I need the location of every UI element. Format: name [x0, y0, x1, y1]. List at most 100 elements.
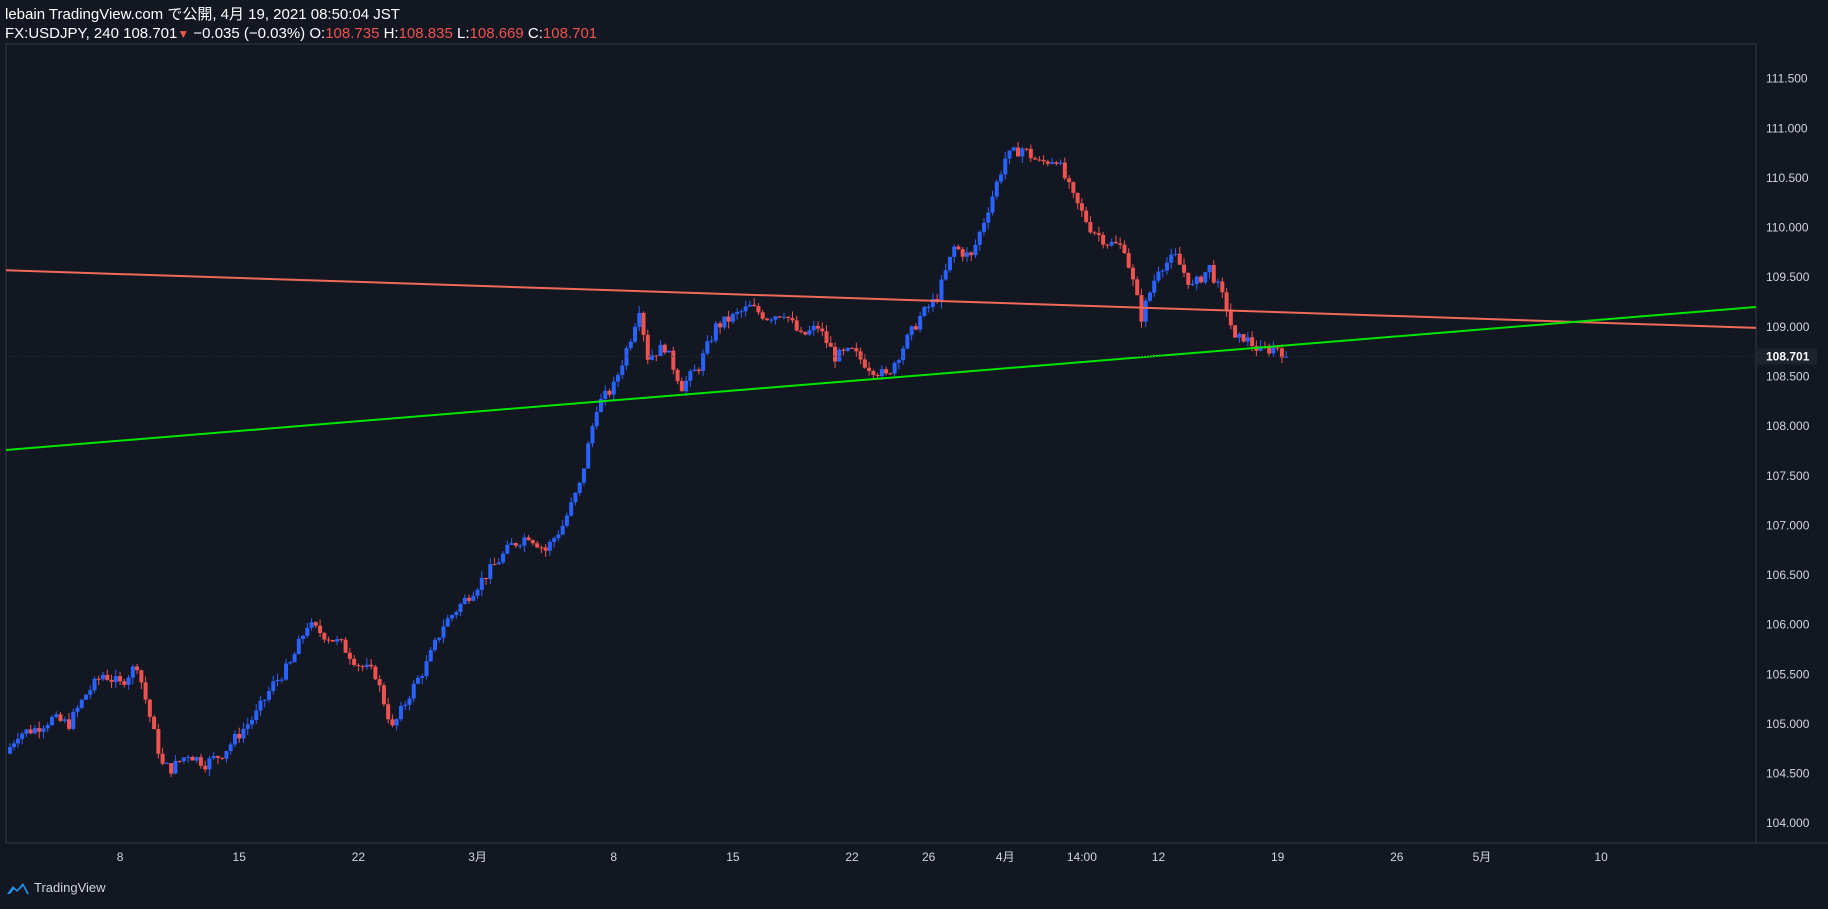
candle-body — [1113, 241, 1118, 244]
candle-body — [66, 719, 71, 729]
candle-body — [249, 719, 254, 725]
candle-body — [1058, 162, 1063, 164]
candle-body — [1071, 182, 1076, 193]
time-tick-label: 15 — [233, 850, 247, 864]
candle-body — [854, 348, 859, 352]
price-chart[interactable]: 111.500 111.000 110.500 110.000 109.500 109.0… — [0, 0, 1828, 880]
candle-body — [786, 316, 791, 319]
footer-brand[interactable]: TradingView — [6, 880, 106, 895]
candle-body — [267, 690, 272, 700]
candle-body — [947, 256, 952, 271]
time-tick-label: 8 — [610, 850, 617, 864]
support-trendline[interactable] — [5, 306, 1757, 451]
time-tick-label: 14:00 — [1067, 850, 1097, 864]
candle-body — [552, 538, 557, 542]
candle-body — [7, 747, 12, 754]
candle-body — [1279, 348, 1284, 358]
symbol-label[interactable]: FX:USDJPY, 240 — [5, 25, 119, 42]
candle-body — [594, 412, 599, 427]
candle-body — [1199, 276, 1204, 283]
candle-body — [296, 639, 301, 655]
candle-body — [1050, 162, 1055, 164]
candle-body — [237, 733, 242, 739]
candle-body — [807, 330, 812, 335]
candle-body — [143, 682, 148, 700]
candle-body — [679, 381, 684, 392]
candle-body — [1003, 158, 1008, 175]
trendlines-layer[interactable] — [5, 269, 1757, 451]
candle-body — [139, 670, 144, 683]
candle-body — [1037, 159, 1042, 161]
candle-body — [543, 547, 548, 551]
symbol-ohlc-line: FX:USDJPY, 240 108.701▼ −0.035 (−0.03%) … — [5, 24, 597, 44]
time-tick-label: 3月 — [468, 850, 487, 864]
candle-body — [913, 326, 918, 330]
candle-body — [586, 443, 591, 469]
candle-body — [964, 252, 969, 257]
low-label: L: — [457, 25, 470, 42]
candle-body — [939, 279, 944, 302]
candle-body — [1016, 147, 1021, 157]
price-axis[interactable]: 111.500 111.000 110.500 110.000 109.500 109.0… — [1766, 72, 1810, 830]
candle-body — [1101, 234, 1106, 245]
candle-body — [377, 679, 382, 686]
candle-body — [390, 719, 395, 726]
candle-body — [322, 633, 327, 640]
price-tick-label: 105.000 — [1766, 717, 1810, 731]
candle-body — [424, 661, 429, 677]
candle-body — [522, 537, 527, 546]
candle-body — [479, 577, 484, 590]
candle-body — [1186, 272, 1191, 285]
last-price-axis-label: 108.701 — [1766, 350, 1810, 364]
candle-body — [828, 342, 833, 347]
resistance-trendline[interactable] — [5, 269, 1757, 329]
candle-body — [730, 313, 735, 322]
candle-body — [620, 365, 625, 376]
candle-body — [1220, 281, 1225, 293]
time-axis[interactable]: 8 15 22 3月 8 15 22 26 4月 14:00 12 19 26 5月 10 — [117, 850, 1608, 864]
candle-body — [135, 666, 140, 671]
candle-body — [752, 304, 757, 307]
candle-body — [564, 515, 569, 526]
price-tick-label: 110.500 — [1766, 171, 1809, 185]
candle-body — [905, 334, 910, 349]
candle-body — [969, 252, 974, 256]
candle-body — [684, 380, 689, 392]
candle-body — [356, 664, 361, 667]
candle-body — [11, 743, 16, 748]
price-tick-label: 106.000 — [1766, 618, 1810, 632]
candle-body — [530, 540, 535, 544]
candle-body — [901, 348, 906, 361]
candle-body — [1109, 241, 1114, 246]
candle-body — [824, 331, 829, 343]
candle-body — [1122, 244, 1127, 254]
candle-body — [109, 679, 114, 682]
candle-body — [450, 615, 455, 619]
candle-body — [769, 319, 774, 321]
candle-body — [181, 757, 186, 762]
publish-info: lebain TradingView.com で公開, 4月 19, 2021 … — [5, 6, 400, 23]
candle-body — [198, 757, 203, 766]
candle-body — [96, 678, 101, 680]
candle-body — [956, 246, 961, 250]
time-tick-label: 12 — [1152, 850, 1166, 864]
candle-body — [305, 627, 310, 636]
candle-body — [262, 699, 267, 701]
candle-body — [990, 196, 995, 213]
candle-body — [986, 212, 991, 223]
candle-body — [275, 679, 280, 682]
last-price-badge — [1757, 348, 1817, 365]
candle-body — [41, 728, 46, 732]
candle-body — [364, 664, 369, 667]
candle-body — [547, 541, 552, 551]
candle-body — [1105, 244, 1110, 246]
candle-body — [999, 174, 1004, 182]
candle-body — [1284, 356, 1289, 358]
candle-body — [1207, 264, 1212, 273]
candle-body — [245, 724, 250, 729]
candle-body — [203, 765, 208, 770]
candle-body — [113, 676, 118, 682]
candle-body — [471, 595, 476, 601]
candle-body — [581, 468, 586, 483]
candle-body — [909, 326, 914, 335]
